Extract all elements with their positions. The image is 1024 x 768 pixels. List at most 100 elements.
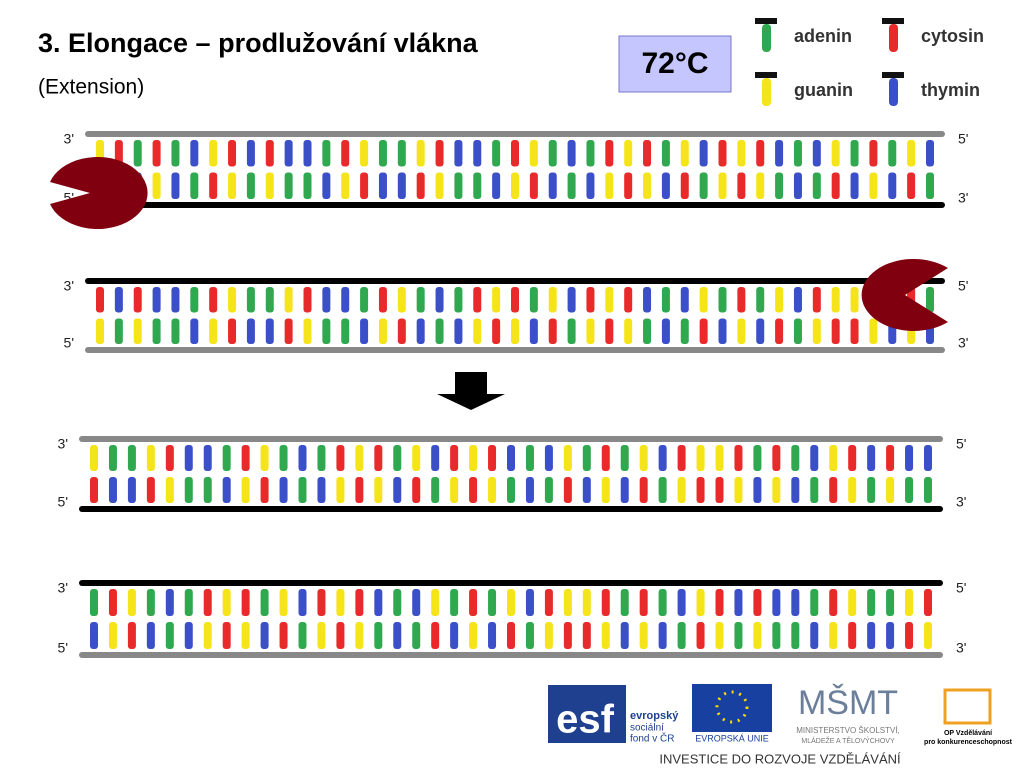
base <box>734 445 743 471</box>
base <box>567 287 576 313</box>
base <box>360 140 369 167</box>
base <box>108 477 117 503</box>
base <box>184 445 193 471</box>
legend-label: thymin <box>921 80 980 100</box>
base <box>279 589 288 616</box>
base <box>567 140 576 167</box>
base <box>298 622 307 649</box>
base <box>529 318 538 344</box>
base <box>435 287 444 313</box>
base <box>696 445 705 471</box>
base <box>336 589 345 616</box>
base <box>374 622 383 649</box>
base <box>753 477 762 503</box>
base <box>661 172 670 199</box>
base <box>171 172 180 199</box>
base <box>582 477 591 503</box>
base <box>756 172 765 199</box>
base <box>829 622 838 649</box>
base <box>492 172 501 199</box>
base <box>624 172 633 199</box>
base <box>567 318 576 344</box>
base <box>658 622 667 649</box>
base <box>511 140 519 167</box>
base <box>907 172 916 199</box>
base <box>775 140 784 167</box>
base <box>924 622 932 649</box>
base <box>203 622 212 649</box>
base <box>924 477 932 503</box>
base <box>582 445 591 471</box>
base <box>544 445 553 471</box>
esf-line: sociální <box>630 723 664 734</box>
base <box>184 589 193 616</box>
base <box>567 172 576 199</box>
base <box>718 287 727 313</box>
base <box>624 318 633 344</box>
end-label: 3' <box>58 580 68 596</box>
base <box>378 140 387 167</box>
base <box>867 445 876 471</box>
base <box>412 445 421 471</box>
base <box>924 589 932 616</box>
temperature-box <box>618 35 732 93</box>
base <box>393 589 402 616</box>
base <box>867 622 876 649</box>
end-label: 3' <box>64 131 74 147</box>
base <box>127 622 136 649</box>
base <box>209 287 218 313</box>
base <box>416 287 425 313</box>
base <box>431 622 440 649</box>
base <box>469 589 478 616</box>
legend-swatch <box>889 78 898 106</box>
base <box>643 140 652 167</box>
base <box>265 318 274 344</box>
base <box>469 622 478 649</box>
legend-cap <box>755 18 777 24</box>
base <box>488 589 497 616</box>
base <box>507 445 515 471</box>
base <box>775 287 784 313</box>
base <box>374 445 383 471</box>
base <box>737 172 746 199</box>
base <box>715 589 724 616</box>
base <box>620 589 629 616</box>
base <box>488 622 497 649</box>
base <box>791 589 800 616</box>
end-label: 5' <box>958 131 968 147</box>
base <box>190 318 199 344</box>
base <box>793 172 802 199</box>
base <box>222 622 231 649</box>
end-label: 3' <box>958 190 968 206</box>
base <box>165 445 174 471</box>
base <box>886 477 895 503</box>
base <box>209 172 218 199</box>
end-label: 5' <box>956 436 966 452</box>
base <box>96 287 104 313</box>
base <box>831 287 840 313</box>
base <box>397 140 406 167</box>
base <box>473 287 482 313</box>
base <box>869 318 878 344</box>
base <box>397 318 406 344</box>
base <box>108 622 117 649</box>
base <box>492 318 501 344</box>
base <box>756 318 765 344</box>
base <box>829 445 838 471</box>
base <box>298 589 307 616</box>
base <box>867 589 876 616</box>
base <box>548 318 557 344</box>
base <box>90 477 98 503</box>
base <box>397 172 406 199</box>
legend-swatch <box>762 78 771 106</box>
base <box>184 477 193 503</box>
base <box>90 445 98 471</box>
base <box>90 589 98 616</box>
base <box>753 589 762 616</box>
end-label: 3' <box>956 640 966 656</box>
base <box>605 318 614 344</box>
base <box>888 140 897 167</box>
base <box>165 622 174 649</box>
base <box>810 622 819 649</box>
base <box>848 622 857 649</box>
